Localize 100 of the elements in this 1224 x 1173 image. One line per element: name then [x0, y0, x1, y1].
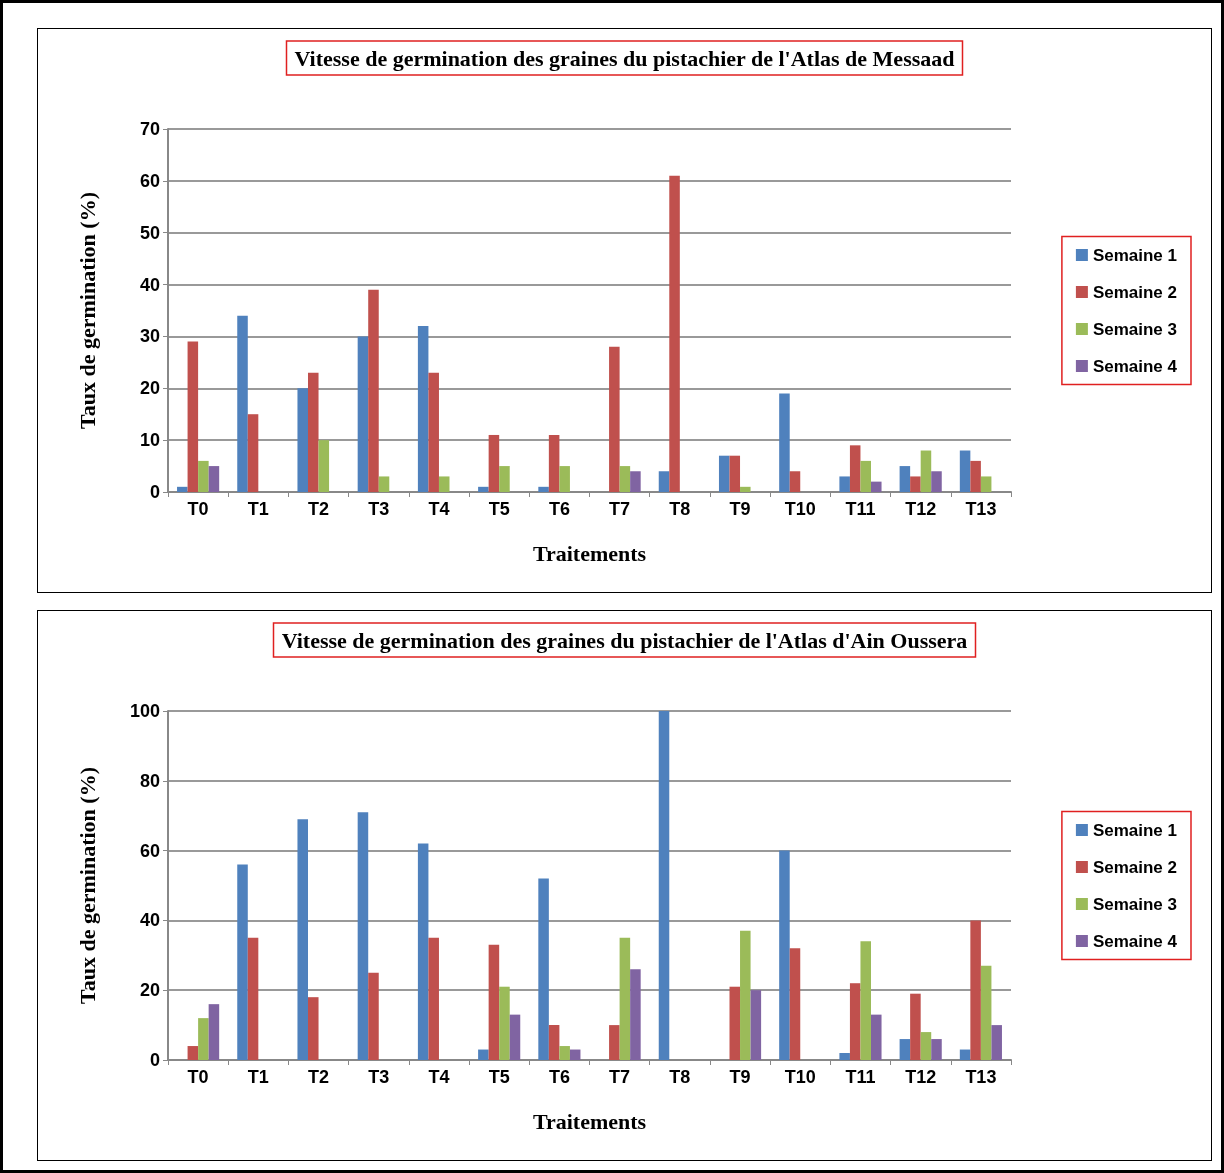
bar — [548, 1025, 560, 1060]
x-tick-label: T8 — [669, 499, 691, 519]
bar — [789, 948, 801, 1060]
bar — [839, 476, 850, 492]
x-tick-label: T5 — [488, 499, 510, 519]
x-axis-title: Traitements — [532, 1108, 647, 1134]
bar — [609, 1025, 620, 1060]
bar — [368, 972, 379, 1060]
bar — [789, 471, 801, 492]
bar — [630, 969, 641, 1060]
y-tick-label: 50 — [139, 222, 160, 243]
x-tick-label: T6 — [548, 1067, 570, 1087]
x-tick-label: T2 — [308, 1067, 330, 1087]
bar — [237, 315, 248, 492]
y-tick-label: 0 — [149, 482, 160, 502]
bar — [538, 878, 549, 1060]
bar — [368, 289, 379, 492]
y-tick-label: 100 — [129, 701, 160, 721]
x-tick-label: T10 — [784, 499, 816, 519]
bar — [920, 450, 932, 492]
bar — [308, 997, 319, 1060]
x-tick-label: T13 — [965, 1067, 997, 1087]
bar — [417, 843, 429, 1060]
bar — [559, 466, 570, 492]
legend-label: Semaine 2 — [1092, 282, 1178, 302]
bar — [669, 175, 680, 492]
bar — [860, 460, 871, 492]
legend-label: Semaine 3 — [1092, 319, 1178, 339]
bar — [318, 440, 330, 492]
bar — [910, 476, 921, 492]
bar — [630, 471, 641, 492]
bar — [619, 466, 631, 492]
bar — [920, 1032, 932, 1060]
x-tick-label: T1 — [247, 499, 269, 519]
bar — [658, 711, 670, 1060]
y-tick-label: 40 — [139, 274, 160, 295]
y-tick-label: 70 — [139, 119, 160, 139]
y-axis-title: Taux de germination (%) — [74, 767, 100, 1004]
x-tick-label: T8 — [669, 1067, 691, 1087]
bar — [980, 965, 992, 1060]
bar — [357, 812, 369, 1060]
bar — [849, 445, 861, 492]
y-tick-label: 0 — [149, 1050, 160, 1070]
bar — [569, 1049, 581, 1060]
bar — [931, 1039, 942, 1060]
bar — [538, 486, 549, 492]
x-tick-label: T7 — [609, 499, 631, 519]
y-tick-label: 20 — [139, 378, 160, 399]
bar — [619, 937, 631, 1060]
bar — [658, 471, 670, 492]
bar — [729, 455, 741, 492]
bar — [478, 1049, 489, 1060]
bar — [208, 1004, 220, 1060]
bar — [378, 476, 390, 492]
bar — [860, 941, 871, 1060]
x-tick-label: T11 — [845, 1067, 876, 1087]
x-tick-label: T0 — [187, 499, 209, 519]
bar — [428, 937, 439, 1060]
bar — [959, 1049, 971, 1060]
bar — [779, 393, 790, 492]
bar — [931, 471, 942, 492]
bar — [740, 930, 751, 1060]
bar — [499, 466, 510, 492]
bar — [357, 336, 369, 492]
x-tick-label: T4 — [428, 1067, 450, 1087]
bar — [198, 460, 209, 492]
bar — [991, 1025, 1002, 1060]
bar — [247, 937, 259, 1060]
bar — [237, 864, 248, 1060]
bar — [750, 990, 762, 1060]
bar — [740, 486, 751, 492]
bar — [247, 414, 259, 492]
bar — [871, 481, 882, 492]
bar — [839, 1053, 850, 1060]
bar — [499, 986, 510, 1060]
bar — [559, 1046, 570, 1060]
bar — [729, 986, 741, 1060]
x-tick-label: T6 — [548, 499, 570, 519]
bar — [488, 434, 500, 492]
bar — [779, 850, 790, 1060]
legend-label: Semaine 3 — [1092, 894, 1178, 914]
bar — [417, 326, 429, 492]
y-axis-title: Taux de germination (%) — [74, 192, 100, 429]
x-tick-label: T11 — [845, 499, 876, 519]
x-tick-label: T12 — [905, 499, 937, 519]
bar — [187, 341, 199, 492]
bar — [198, 1018, 209, 1060]
bar — [871, 1014, 882, 1060]
bar — [970, 460, 981, 492]
bar — [297, 819, 308, 1060]
bar — [899, 466, 911, 492]
bar — [910, 993, 921, 1060]
bar — [177, 486, 188, 492]
x-tick-label: T5 — [488, 1067, 510, 1087]
bar — [980, 476, 992, 492]
x-tick-label: T10 — [784, 1067, 816, 1087]
y-tick-label: 20 — [139, 980, 160, 1001]
x-tick-label: T3 — [368, 1067, 390, 1087]
bar — [899, 1039, 911, 1060]
y-tick-label: 60 — [139, 840, 160, 861]
